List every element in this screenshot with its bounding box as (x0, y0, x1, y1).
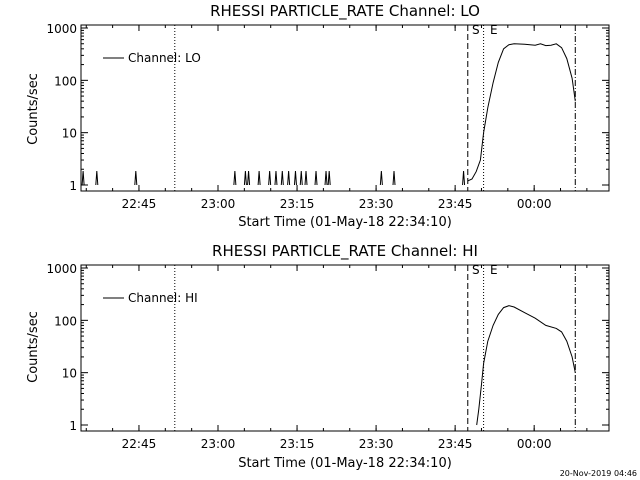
flag-s-lo: S (472, 23, 480, 37)
count-spike (314, 170, 318, 186)
count-spike (293, 170, 297, 186)
count-spike (233, 170, 237, 186)
count-spike (392, 170, 396, 186)
flag-s-hi: S (472, 263, 480, 277)
flag-e-lo: E (490, 23, 498, 37)
panel-hi: RHESSI PARTICLE_RATE Channel: HI Counts/… (26, 242, 610, 471)
legend-hi: Channel: HI (103, 291, 198, 305)
x-tick-label: 23:45 (438, 197, 473, 211)
y-tick-label: 10 (62, 127, 77, 141)
count-spike (247, 170, 251, 186)
event-lines-hi (174, 265, 576, 431)
count-spike (327, 170, 331, 186)
y-tick-label: 1000 (46, 262, 77, 276)
plot-frame (80, 264, 610, 432)
x-tick-label: 23:30 (359, 437, 394, 451)
legend-label-lo: Channel: LO (128, 51, 201, 65)
series-hi (476, 305, 576, 426)
legend-label-hi: Channel: HI (128, 291, 198, 305)
chart-title-hi: RHESSI PARTICLE_RATE Channel: HI (212, 242, 478, 261)
event-lines-lo (174, 25, 576, 191)
count-spike (379, 170, 383, 186)
y-axis-label-hi: Counts/sec (26, 311, 41, 383)
count-spike (280, 170, 284, 186)
count-spike (243, 170, 247, 186)
x-tick-label: 00:00 (517, 197, 552, 211)
count-spike (257, 170, 261, 186)
legend-lo: Channel: LO (103, 51, 201, 65)
x-tick-label: 22:45 (122, 437, 157, 451)
series-lo (81, 43, 576, 186)
y-tick-label: 100 (54, 74, 77, 88)
x-axis-label-lo: Start Time (01-May-18 22:34:10) (238, 215, 452, 230)
axes-lo: 1 10 100 1000 22:45 23:00 23:15 23:30 23:45 00:00 (46, 22, 610, 211)
rate-curve (467, 43, 576, 182)
count-spike (81, 170, 85, 186)
panel-lo: RHESSI PARTICLE_RATE Channel: LO Counts/… (26, 2, 610, 230)
chart-title-lo: RHESSI PARTICLE_RATE Channel: LO (210, 2, 480, 21)
y-tick-label: 100 (54, 314, 77, 328)
x-tick-label: 23:15 (280, 197, 315, 211)
count-spike (324, 170, 328, 186)
y-tick-label: 1000 (46, 22, 77, 36)
plot-frame (80, 24, 610, 192)
x-tick-label: 23:30 (359, 197, 394, 211)
x-tick-label: 22:45 (122, 197, 157, 211)
x-tick-label: 00:00 (517, 437, 552, 451)
x-tick-label: 23:45 (438, 437, 473, 451)
count-spike (299, 170, 303, 186)
count-spike (462, 170, 466, 186)
count-spike (304, 170, 308, 186)
y-axis-label-lo: Counts/sec (26, 73, 41, 145)
y-tick-label: 1 (69, 419, 77, 433)
y-tick-label: 1 (69, 179, 77, 193)
x-tick-label: 23:00 (201, 437, 236, 451)
count-spike (134, 170, 138, 186)
x-axis-label-hi: Start Time (01-May-18 22:34:10) (238, 456, 452, 471)
rate-curve (476, 305, 576, 426)
x-tick-label: 23:15 (280, 437, 315, 451)
axes-hi: 1 10 100 1000 22:45 23:00 23:15 23:30 23:45 00:00 (46, 262, 610, 451)
count-spike (287, 170, 291, 186)
count-spike (95, 170, 99, 186)
flag-e-hi: E (490, 263, 498, 277)
y-tick-label: 10 (62, 367, 77, 381)
footer-timestamp: 20-Nov-2019 04:46 (560, 469, 637, 478)
count-spike (268, 170, 272, 186)
x-tick-label: 23:00 (201, 197, 236, 211)
count-spike (274, 170, 278, 186)
